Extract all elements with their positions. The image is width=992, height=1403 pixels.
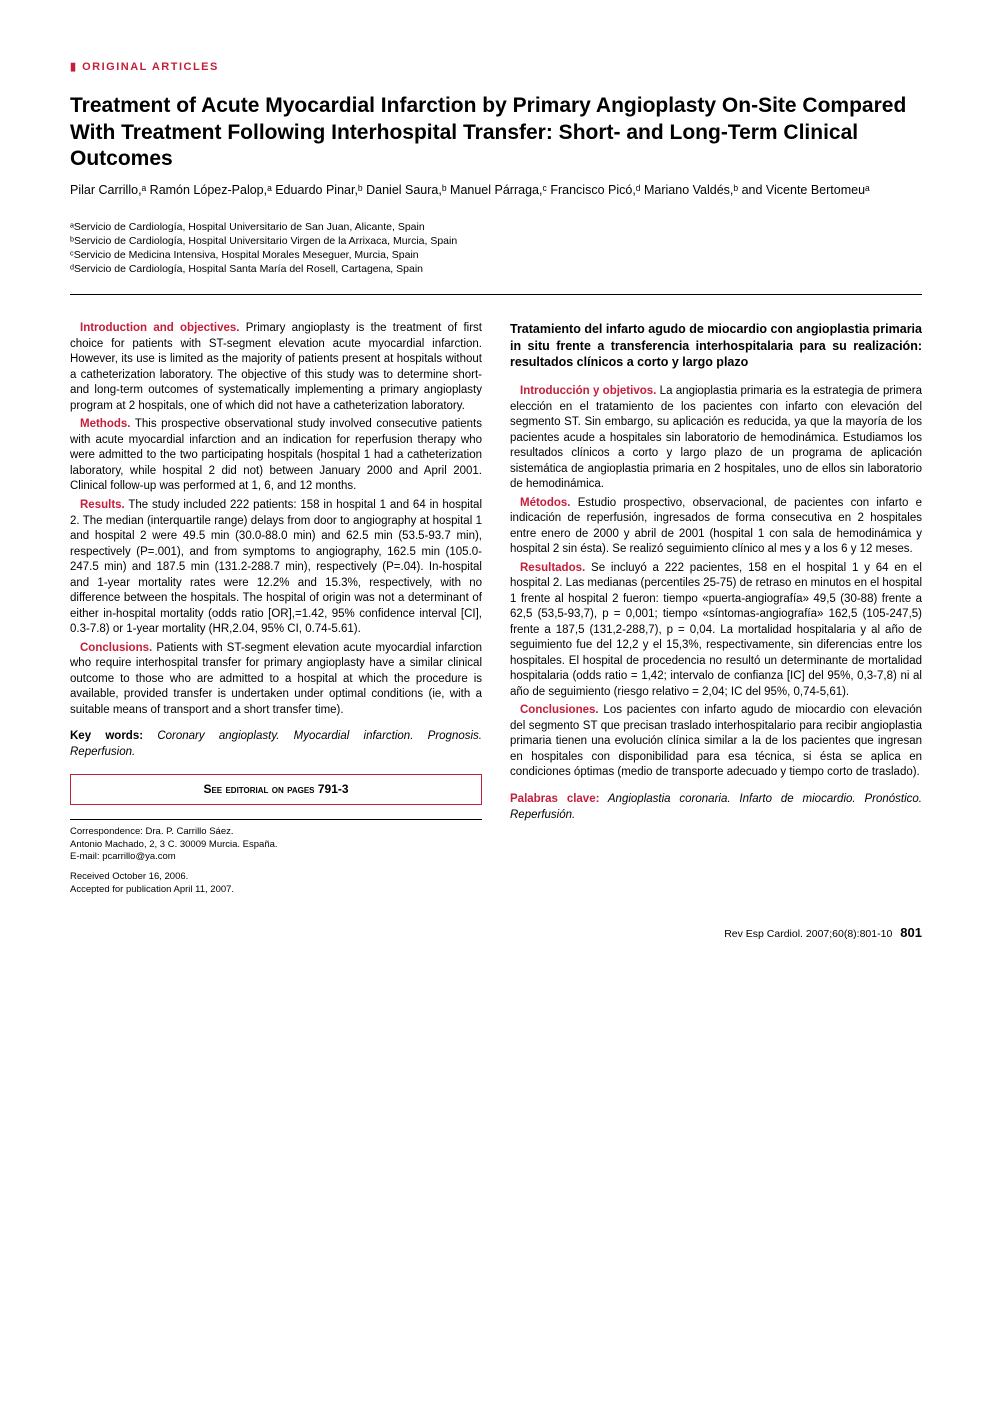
methods-heading-es: Métodos.: [520, 497, 570, 509]
intro-heading-es: Introducción y objetivos.: [520, 385, 656, 397]
abstract-intro: Introduction and objectives. Primary ang…: [70, 321, 482, 414]
spanish-abstract-column: Tratamiento del infarto agudo de miocard…: [510, 321, 922, 896]
methods-heading: Methods.: [80, 418, 130, 430]
intro-heading: Introduction and objectives.: [80, 322, 239, 334]
affiliation-b: ᵇServicio de Cardiología, Hospital Unive…: [70, 234, 922, 248]
affiliation-c: ᶜServicio de Medicina Intensiva, Hospita…: [70, 248, 922, 262]
keywords-es: Palabras clave: Angioplastia coronaria. …: [510, 791, 922, 823]
divider-line: [70, 294, 922, 295]
authors-list: Pilar Carrillo,ᵃ Ramón López-Palop,ᵃ Edu…: [70, 182, 922, 200]
abstract-intro-es: Introducción y objetivos. La angioplasti…: [510, 384, 922, 493]
abstract-conclusions-es: Conclusiones. Los pacientes con infarto …: [510, 703, 922, 781]
correspondence-block: Correspondence: Dra. P. Carrillo Sáez. A…: [70, 819, 482, 896]
intro-text-es: La angioplastia primaria es la estrategi…: [510, 385, 922, 490]
keywords-label-es: Palabras clave:: [510, 793, 599, 805]
intro-text: Primary angioplasty is the treatment of …: [70, 322, 482, 412]
abstract-methods: Methods. This prospective observational …: [70, 417, 482, 495]
results-text-es: Se incluyó a 222 pacientes, 158 en el ho…: [510, 562, 922, 698]
affiliations-block: ᵃServicio de Cardiología, Hospital Unive…: [70, 220, 922, 277]
affiliation-d: ᵈServicio de Cardiología, Hospital Santa…: [70, 262, 922, 276]
affiliation-a: ᵃServicio de Cardiología, Hospital Unive…: [70, 220, 922, 234]
editorial-pages: 791-3: [318, 782, 349, 796]
results-heading-es: Resultados.: [520, 562, 585, 574]
article-title: Treatment of Acute Myocardial Infarction…: [70, 93, 922, 172]
accepted-date: Accepted for publication April 11, 2007.: [70, 884, 482, 896]
section-label: ORIGINAL ARTICLES: [70, 60, 922, 75]
correspondence-line1: Correspondence: Dra. P. Carrillo Sáez.: [70, 826, 482, 838]
abstract-results: Results. The study included 222 patients…: [70, 498, 482, 638]
correspondence-line2: Antonio Machado, 2, 3 C. 30009 Murcia. E…: [70, 839, 482, 851]
conclusions-heading-es: Conclusiones.: [520, 704, 599, 716]
english-abstract-column: Introduction and objectives. Primary ang…: [70, 321, 482, 896]
keywords-label: Key words:: [70, 730, 143, 742]
conclusions-heading: Conclusions.: [80, 642, 152, 654]
spanish-title: Tratamiento del infarto agudo de miocard…: [510, 321, 922, 370]
abstract-conclusions: Conclusions. Patients with ST-segment el…: [70, 641, 482, 719]
keywords-en: Key words: Coronary angioplasty. Myocard…: [70, 728, 482, 760]
abstract-methods-es: Métodos. Estudio prospectivo, observacio…: [510, 496, 922, 558]
methods-text-es: Estudio prospectivo, observacional, de p…: [510, 497, 922, 556]
page-footer: Rev Esp Cardiol. 2007;60(8):801-10 801: [70, 924, 922, 942]
received-date: Received October 16, 2006.: [70, 871, 482, 883]
results-heading: Results.: [80, 499, 125, 511]
abstract-results-es: Resultados. Se incluyó a 222 pacientes, …: [510, 561, 922, 701]
page-number: 801: [900, 924, 922, 942]
journal-citation: Rev Esp Cardiol. 2007;60(8):801-10: [724, 927, 892, 942]
methods-text: This prospective observational study inv…: [70, 418, 482, 492]
results-text: The study included 222 patients: 158 in …: [70, 499, 482, 635]
correspondence-email: E-mail: pcarrillo@ya.com: [70, 851, 482, 863]
editorial-prefix: See editorial on pages: [203, 782, 317, 796]
editorial-reference-box: See editorial on pages 791-3: [70, 774, 482, 805]
